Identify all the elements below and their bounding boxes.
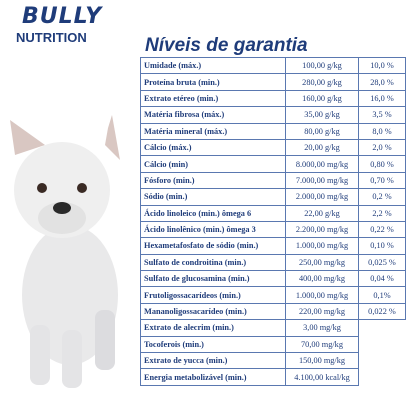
logo-subtitle: NUTRITION [16,30,87,45]
table-row: Sódio (min.) 2.000,00 mg/kg 0,2 % [140,188,406,206]
amount: 3,00 mg/kg [285,319,359,337]
amount: 4.100,00 kcal/kg [285,368,359,386]
percent: 0,10 % [358,237,406,255]
logo-brand: BULLY [22,4,103,29]
table-row: Umidade (máx.) 100,00 g/kg 10,0 % [140,56,406,75]
nutrient-name: Umidade (máx.) [140,56,286,75]
nutrient-name: Matéria mineral (máx.) [140,122,286,140]
table-row: Matéria mineral (máx.) 80,00 g/kg 8,0 % [140,122,406,140]
percent: 2,2 % [358,204,406,222]
amount: 2.000,00 mg/kg [285,188,359,206]
table-row: Energia metabolizável (min.) 4.100,00 kca… [140,368,406,386]
nutrient-name: Matéria fibrosa (máx.) [140,106,286,124]
table-row: Fósforo (min.) 7.000,00 mg/kg 0,70 % [140,171,406,190]
amount: 160,00 g/kg [285,89,359,108]
amount: 70,00 mg/kg [285,335,359,354]
percent: 0,80 % [358,155,406,173]
percent: 8,0 % [358,122,406,140]
nutrient-name: Mananoligossacarídeo (min.) [140,302,286,321]
nutrient-name: Cálcio (máx.) [140,138,286,157]
amount: 80,00 g/kg [285,122,359,140]
nutrient-name: Proteína bruta (min.) [140,73,286,91]
amount: 1.000,00 mg/kg [285,286,359,304]
amount: 220,00 mg/kg [285,302,359,321]
nutrition-table: Umidade (máx.) 100,00 g/kg 10,0 % Proteína … [140,56,406,386]
amount: 7.000,00 mg/kg [285,171,359,190]
amount: 20,00 g/kg [285,138,359,157]
empty-cell [359,353,406,369]
table-row: Mananoligossacarídeo (min.) 220,00 mg/kg 0… [140,302,406,321]
empty-cell [359,320,406,336]
nutrient-name: Frutoligossacarídeos (min.) [140,286,286,304]
percent: 0,2 % [358,188,406,206]
amount: 150,00 mg/kg [285,352,359,370]
table-row: Frutoligossacarídeos (min.) 1.000,00 mg/k… [140,286,406,304]
percent: 0,1% [358,286,406,304]
table-row: Sulfato de glucosamina (min.) 400,00 mg/k… [140,270,406,288]
table-row: Tocoferois (min.) 70,00 mg/kg [140,335,406,354]
table-row: Cálcio (min) 8.000,00 mg/kg 0,80 % [140,155,406,173]
table-row: Extrato etéreo (min.) 160,00 g/kg 16,0 % [140,89,406,108]
percent: 2,0 % [358,138,406,157]
dog-illustration [10,115,120,388]
percent: 3,5 % [358,106,406,124]
nutrient-name: Hexametafosfato de sódio (min.) [140,237,286,255]
empty-cell [359,369,406,385]
table-row: Ácido linolênico (min.) ômega 3 2.200,00 … [140,220,406,239]
nutrient-name: Extrato de yucca (min.) [140,352,286,370]
empty-cell [359,336,406,352]
nutrient-name: Fósforo (min.) [140,171,286,190]
nutrient-name: Ácido linolênico (min.) ômega 3 [140,220,286,239]
amount: 1.000,00 mg/kg [285,237,359,255]
percent: 0,22 % [358,220,406,239]
title: Níveis de garantia [145,35,308,56]
amount: 250,00 mg/kg [285,253,359,272]
table-row: Cálcio (máx.) 20,00 g/kg 2,0 % [140,138,406,157]
amount: 280,00 g/kg [285,73,359,91]
nutrient-name: Extrato de alecrim (min.) [140,319,286,337]
percent: 0,04 % [358,270,406,288]
nutrient-name: Tocoferois (min.) [140,335,286,354]
percent: 28,0 % [358,73,406,91]
table-row: Extrato de alecrim (min.) 3,00 mg/kg [140,319,406,337]
amount: 2.200,00 mg/kg [285,220,359,239]
percent: 0,70 % [358,171,406,190]
table-row: Ácido linoleico (min.) ômega 6 22,00 g/kg… [140,204,406,222]
amount: 22,00 g/kg [285,204,359,222]
amount: 100,00 g/kg [285,56,359,75]
table-row: Matéria fibrosa (máx.) 35,00 g/kg 3,5 % [140,106,406,124]
nutrient-name: Sulfato de glucosamina (min.) [140,270,286,288]
nutrient-name: Sódio (min.) [140,188,286,206]
table-row: Hexametafosfato de sódio (min.) 1.000,00 … [140,237,406,255]
nutrient-name: Ácido linoleico (min.) ômega 6 [140,204,286,222]
table-row: Sulfato de condroitina (min.) 250,00 mg/k… [140,253,406,272]
amount: 8.000,00 mg/kg [285,155,359,173]
amount: 400,00 mg/kg [285,270,359,288]
table-row: Extrato de yucca (min.) 150,00 mg/kg [140,352,406,370]
percent: 10,0 % [358,56,406,75]
nutrient-name: Extrato etéreo (min.) [140,89,286,108]
percent: 0,025 % [358,253,406,272]
nutrient-name: Cálcio (min) [140,155,286,173]
percent: 0,022 % [358,302,406,321]
percent: 16,0 % [358,89,406,108]
amount: 35,00 g/kg [285,106,359,124]
nutrient-name: Sulfato de condroitina (min.) [140,253,286,272]
table-row: Proteína bruta (min.) 280,00 g/kg 28,0 % [140,73,406,91]
nutrient-name: Energia metabolizável (min.) [140,368,286,386]
